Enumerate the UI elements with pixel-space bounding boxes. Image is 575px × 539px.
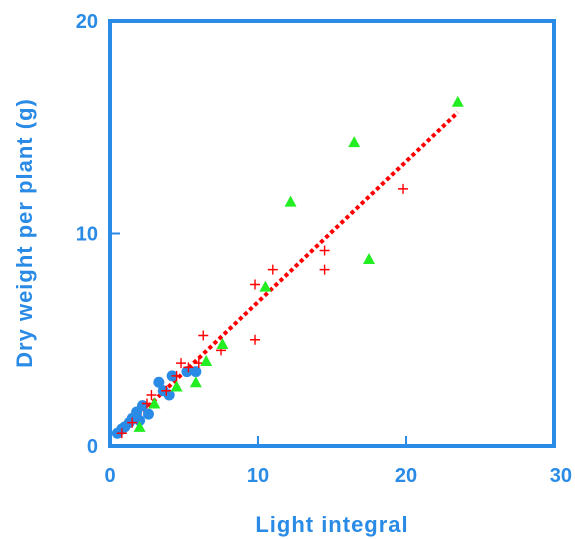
plus-point [127,417,138,428]
x-tick-label: 20 [395,465,417,487]
triangle-point [363,253,375,264]
fit-line-group [116,110,460,437]
y-axis-ticks: 0 10 20 [76,11,120,458]
x-tick-label: 0 [104,465,115,487]
circle-point [142,408,154,420]
triangle-point [451,95,464,107]
plus-point [116,428,127,439]
fit-line [116,110,460,437]
plus-point [176,358,187,369]
plus-point [146,390,157,400]
y-tick-label: 0 [87,436,98,458]
triangle-point [259,280,272,292]
circle-point [153,376,165,388]
plus-point [250,279,261,290]
x-tick-label: 10 [247,465,269,487]
triangle-point [284,195,297,207]
triangle-point [216,338,229,349]
y-tick-label: 10 [76,224,98,246]
plus-point [398,183,409,194]
data-points [111,95,464,439]
y-axis-title: Dry weight per plant (g) [12,98,37,368]
plus-point [183,362,194,373]
triangle-point [170,380,183,392]
plus-point [198,330,209,341]
y-tick-label: 20 [76,11,98,33]
circle-point [190,366,202,378]
triangle-point [348,136,361,148]
triangle-point [148,397,161,409]
x-axis-ticks: 0 10 20 30 [104,436,572,487]
plus-point [161,385,172,396]
triangle-point [200,355,213,366]
plus-point [171,370,182,381]
plus-point [319,264,330,275]
triangle-point [189,376,202,388]
plus-point [250,334,261,345]
x-tick-label: 30 [550,465,572,487]
x-axis-title: Light integral [255,512,408,537]
plus-point [142,398,152,409]
plus-point [319,245,330,256]
circle-point [181,366,193,378]
triangle-point [133,420,146,432]
plus-point [267,264,278,275]
